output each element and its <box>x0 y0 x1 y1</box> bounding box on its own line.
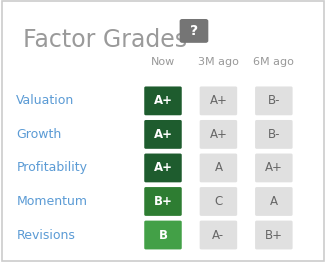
FancyBboxPatch shape <box>144 154 182 182</box>
Text: Factor Grades: Factor Grades <box>23 28 187 52</box>
Text: A+: A+ <box>210 128 227 141</box>
Text: Momentum: Momentum <box>16 195 87 208</box>
Text: A+: A+ <box>210 94 227 107</box>
FancyBboxPatch shape <box>255 154 293 182</box>
FancyBboxPatch shape <box>255 187 293 216</box>
Text: A: A <box>215 161 222 174</box>
FancyBboxPatch shape <box>200 187 237 216</box>
Text: B+: B+ <box>154 195 172 208</box>
Text: 3M ago: 3M ago <box>198 57 239 67</box>
Text: A+: A+ <box>154 128 172 141</box>
Text: Now: Now <box>151 57 175 67</box>
Text: A-: A- <box>212 228 225 242</box>
Text: B-: B- <box>268 128 280 141</box>
FancyBboxPatch shape <box>255 120 293 149</box>
Text: B+: B+ <box>265 228 283 242</box>
Text: C: C <box>214 195 223 208</box>
FancyBboxPatch shape <box>144 221 182 249</box>
FancyBboxPatch shape <box>200 120 237 149</box>
Text: A+: A+ <box>154 94 172 107</box>
Text: A+: A+ <box>154 161 172 174</box>
FancyBboxPatch shape <box>200 221 237 249</box>
Text: 6M ago: 6M ago <box>253 57 294 67</box>
FancyBboxPatch shape <box>200 154 237 182</box>
FancyBboxPatch shape <box>144 120 182 149</box>
Text: A+: A+ <box>265 161 283 174</box>
FancyBboxPatch shape <box>200 86 237 115</box>
Text: ?: ? <box>190 24 198 38</box>
Text: B-: B- <box>268 94 280 107</box>
FancyBboxPatch shape <box>144 86 182 115</box>
Text: Growth: Growth <box>16 128 62 141</box>
FancyBboxPatch shape <box>144 187 182 216</box>
Text: Profitability: Profitability <box>16 161 87 174</box>
FancyBboxPatch shape <box>255 86 293 115</box>
FancyBboxPatch shape <box>255 221 293 249</box>
Text: Valuation: Valuation <box>16 94 75 107</box>
FancyBboxPatch shape <box>180 19 208 43</box>
Text: Revisions: Revisions <box>16 228 75 242</box>
Text: A: A <box>270 195 278 208</box>
Text: B: B <box>158 228 168 242</box>
